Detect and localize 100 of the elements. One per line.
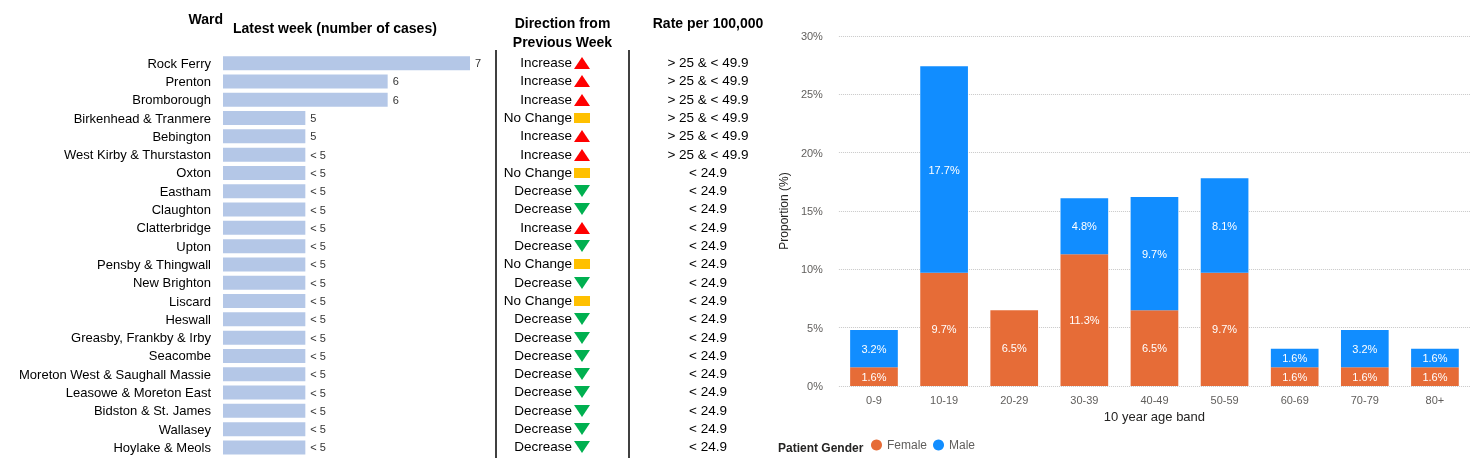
text: Increase [520,72,572,91]
data-label: < 5 [310,221,326,234]
x-tick-label: 40-49 [1140,393,1169,406]
data-label: < 5 [310,240,326,253]
y-tick-label: Claughton [151,202,211,218]
y-tick-label: Pensby & Thingwall [97,256,212,272]
data-label: < 5 [310,276,326,289]
data-label: 6 [392,93,399,106]
y-tick-label: 15% [800,205,824,217]
text: Decrease [514,328,572,347]
text: Decrease [514,237,572,255]
data-label: 8.1% [1212,219,1238,232]
data-label: 3.2% [861,342,887,355]
text: Decrease [514,383,572,402]
bar [1130,197,1179,311]
y-tick-label: 5% [807,321,824,334]
data-label: 17.7% [928,163,960,176]
text: No Change [503,291,572,310]
text: Decrease [514,346,572,365]
text: > 25 & < 49.9 [666,145,750,164]
data-label: 1.6% [1282,352,1308,364]
data-label: 1.6% [861,370,887,383]
data-label: 4.8% [1071,220,1098,233]
x-tick-label: 50-59 [1210,393,1239,406]
text: No Change [503,255,572,274]
y-tick-label: Heswall [165,311,212,327]
bar [850,330,898,368]
y-tick-label: 20% [800,146,824,159]
bar [1340,330,1389,368]
text: > 25 & < 49.9 [666,127,750,146]
y-tick-label: 10% [800,263,824,276]
text: Decrease [514,438,572,457]
x-tick-label: 70-79 [1350,393,1379,406]
y-tick-label: Eastham [159,183,211,199]
data-label: 9.7% [1141,247,1168,260]
text: Rate per 100,000 [651,14,765,33]
text: Increase [520,218,572,237]
data-label: < 5 [310,441,326,454]
bar [1130,310,1179,386]
text: > 25 & < 49.9 [666,108,750,127]
text: No Change [503,163,572,182]
y-tick-label: Hoylake & Meols [113,439,212,455]
data-label: 6 [392,75,399,88]
legend-title: Patient Gender [778,441,864,455]
bar [990,310,1039,386]
x-tick-label: 10-19 [930,393,959,406]
y-tick-label: Liscard [169,293,211,309]
y-tick-label: Upton [176,238,211,254]
bar [850,367,898,386]
y-tick-label: Prenton [165,73,211,89]
text: Increase [520,54,572,72]
x-tick-label: 60-69 [1280,393,1309,406]
x-tick-label: 30-39 [1070,393,1099,406]
y-tick-label: 0% [807,380,824,392]
y-tick-label: Wallasey [158,421,212,437]
y-tick-label: Oxton [176,165,211,181]
y-tick-label: Moreton West & Saughall Massie [19,366,211,382]
data-label: < 5 [310,166,326,179]
bar [1200,272,1249,386]
text: Increase [520,145,572,164]
data-label: 5 [310,130,317,143]
data-label: 1.6% [1352,370,1378,383]
data-label: < 5 [310,258,326,271]
bar [1340,367,1389,386]
text: Increase [520,127,572,146]
text: < 24.9 [689,201,727,217]
bar [1060,254,1109,386]
y-axis-title: Proportion (%) [777,172,791,250]
data-label: 9.7% [931,323,957,336]
data-label: 5 [310,112,317,125]
text: Decrease [514,273,572,292]
data-label: 11.3% [1069,314,1100,327]
text: > 25 & < 49.9 [666,72,750,91]
bar [920,66,968,273]
x-axis-title: 10 year age band [1103,409,1206,424]
y-tick-label: West Kirby & Thurstaston [64,147,211,163]
text: > 25 & < 49.9 [666,90,750,109]
data-label: < 5 [310,295,326,308]
y-axis-title: Ward [188,11,223,27]
y-tick-label: Bromborough [132,92,211,108]
x-tick-label: 0-9 [866,393,882,406]
data-label: 3.2% [1352,342,1378,355]
text: No Change [503,108,572,127]
text: Decrease [514,401,572,420]
data-label: < 5 [310,148,326,161]
data-label: 7 [475,57,482,70]
y-tick-label: Seacombe [148,348,211,364]
y-tick-label: Bebington [152,128,211,144]
bar [920,272,968,386]
text: Decrease [514,420,572,438]
data-label: < 5 [310,423,326,436]
bar [1060,198,1109,255]
y-tick-label: 25% [800,88,824,101]
data-label: 9.7% [1212,323,1238,336]
text: Increase [520,90,572,109]
text: < 24.9 [688,310,728,329]
x-tick-label: 80+ [1425,393,1445,406]
text: Decrease [514,310,572,329]
text: < 24.9 [689,439,727,455]
text: < 24.9 [688,383,728,402]
